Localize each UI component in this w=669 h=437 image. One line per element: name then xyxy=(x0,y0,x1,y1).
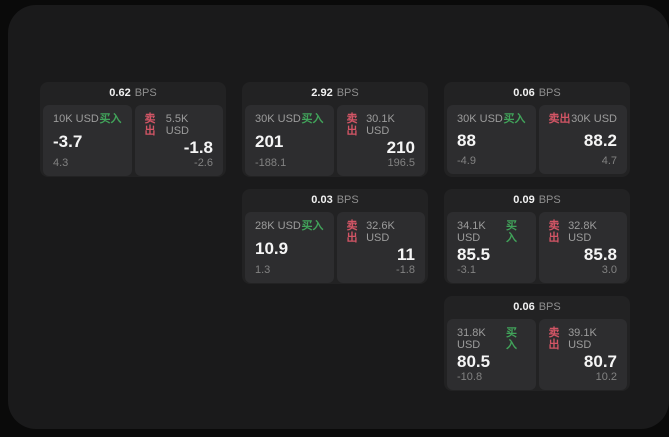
buy-size: 28K USD xyxy=(255,220,301,232)
spread-unit: BPS xyxy=(134,87,157,99)
sell-price: 80.7 xyxy=(583,352,617,371)
spread-value: 2.92 xyxy=(311,87,333,99)
quote-card: 0.62 BPS 10K USD 买入 -3.7 4.3 卖出 5.5K USD … xyxy=(40,82,226,177)
quote-card: 0.06 BPS 31.8K USD 买入 80.5 -10.8 卖出 39.1K… xyxy=(444,296,630,391)
sell-quote-panel[interactable]: 卖出 32.6K USD 11 -1.8 xyxy=(336,212,425,283)
sell-size: 30K USD xyxy=(571,113,617,125)
sell-side-label: 卖出 xyxy=(346,113,358,137)
sell-side-label: 卖出 xyxy=(548,220,560,244)
spread-header: 0.06 BPS xyxy=(447,296,627,319)
buy-size: 30K USD xyxy=(255,113,301,125)
sell-size: 30.1K USD xyxy=(366,113,395,137)
spread-header: 0.09 BPS xyxy=(447,189,627,212)
buy-quote-panel[interactable]: 34.1K USD 买入 85.5 -3.1 xyxy=(447,212,536,283)
sell-sub-value: 10.2 xyxy=(595,371,617,383)
sell-price: 210 xyxy=(386,138,415,157)
buy-side-label: 买入 xyxy=(503,113,526,125)
spread-unit: BPS xyxy=(538,194,561,206)
buy-quote-panel[interactable]: 31.8K USD 买入 80.5 -10.8 xyxy=(447,319,536,390)
quote-card-grid: 0.62 BPS 10K USD 买入 -3.7 4.3 卖出 5.5K USD … xyxy=(40,82,630,391)
sell-size: 32.8K USD xyxy=(568,220,597,244)
quote-card: 0.03 BPS 28K USD 买入 10.9 1.3 卖出 32.6K USD… xyxy=(242,189,428,284)
buy-size: 31.8K USD xyxy=(457,327,486,351)
buy-price: 85.5 xyxy=(457,245,491,264)
spread-header: 0.62 BPS xyxy=(43,82,223,105)
buy-size: 10K USD xyxy=(53,113,99,125)
buy-price: 201 xyxy=(255,132,284,151)
buy-size: 30K USD xyxy=(457,113,503,125)
sell-sub-value: -1.8 xyxy=(396,264,415,276)
sell-quote-panel[interactable]: 卖出 30.1K USD 210 196.5 xyxy=(336,105,425,176)
buy-price: 88 xyxy=(457,131,476,150)
sell-price: 11 xyxy=(397,245,415,264)
sell-sub-value: -2.6 xyxy=(194,157,213,169)
spread-value: 0.03 xyxy=(311,194,333,206)
sell-size: 32.6K USD xyxy=(366,220,395,244)
sell-sub-value: 4.7 xyxy=(601,155,617,167)
buy-size: 34.1K USD xyxy=(457,220,486,244)
sell-price: 85.8 xyxy=(583,245,617,264)
buy-quote-panel[interactable]: 10K USD 买入 -3.7 4.3 xyxy=(43,105,132,176)
buy-sub-value: 1.3 xyxy=(255,264,271,276)
buy-sub-value: -4.9 xyxy=(457,155,476,167)
sell-quote-panel[interactable]: 卖出 30K USD 88.2 4.7 xyxy=(538,105,627,174)
spread-unit: BPS xyxy=(538,87,561,99)
sell-side-label: 卖出 xyxy=(144,113,156,137)
sell-side-label: 卖出 xyxy=(346,220,358,244)
buy-side-label: 买入 xyxy=(301,113,324,125)
buy-price: 10.9 xyxy=(255,239,289,258)
buy-side-label: 买入 xyxy=(301,220,324,232)
buy-sub-value: 4.3 xyxy=(53,157,69,169)
spread-unit: BPS xyxy=(336,194,359,206)
spread-header: 0.03 BPS xyxy=(245,189,425,212)
sell-side-label: 卖出 xyxy=(548,113,571,125)
buy-side-label: 买入 xyxy=(99,113,122,125)
buy-side-label: 买入 xyxy=(505,327,517,351)
buy-quote-panel[interactable]: 28K USD 买入 10.9 1.3 xyxy=(245,212,334,283)
sell-size: 5.5K USD xyxy=(165,113,189,137)
sell-quote-panel[interactable]: 卖出 39.1K USD 80.7 10.2 xyxy=(538,319,627,390)
sell-sub-value: 3.0 xyxy=(601,264,617,276)
spread-value: 0.09 xyxy=(513,194,535,206)
spread-unit: BPS xyxy=(538,301,561,313)
sell-quote-panel[interactable]: 卖出 5.5K USD -1.8 -2.6 xyxy=(134,105,223,176)
sell-price: -1.8 xyxy=(183,138,213,157)
spread-value: 0.06 xyxy=(513,87,535,99)
quote-card: 2.92 BPS 30K USD 买入 201 -188.1 卖出 30.1K U… xyxy=(242,82,428,177)
buy-price: 80.5 xyxy=(457,352,491,371)
buy-sub-value: -10.8 xyxy=(457,371,483,383)
spread-unit: BPS xyxy=(336,87,359,99)
sell-quote-panel[interactable]: 卖出 32.8K USD 85.8 3.0 xyxy=(538,212,627,283)
sell-side-label: 卖出 xyxy=(548,327,560,351)
buy-quote-panel[interactable]: 30K USD 买入 88 -4.9 xyxy=(447,105,536,174)
spread-header: 2.92 BPS xyxy=(245,82,425,105)
buy-sub-value: -188.1 xyxy=(255,157,287,169)
sell-price: 88.2 xyxy=(583,131,617,150)
quote-card: 0.09 BPS 34.1K USD 买入 85.5 -3.1 卖出 32.8K … xyxy=(444,189,630,284)
quote-card: 0.06 BPS 30K USD 买入 88 -4.9 卖出 30K USD 88… xyxy=(444,82,630,177)
sell-sub-value: 196.5 xyxy=(387,157,415,169)
spread-value: 0.62 xyxy=(109,87,131,99)
spread-header: 0.06 BPS xyxy=(447,82,627,105)
spread-value: 0.06 xyxy=(513,301,535,313)
buy-price: -3.7 xyxy=(53,132,83,151)
buy-sub-value: -3.1 xyxy=(457,264,476,276)
buy-quote-panel[interactable]: 30K USD 买入 201 -188.1 xyxy=(245,105,334,176)
buy-side-label: 买入 xyxy=(505,220,517,244)
sell-size: 39.1K USD xyxy=(568,327,597,351)
